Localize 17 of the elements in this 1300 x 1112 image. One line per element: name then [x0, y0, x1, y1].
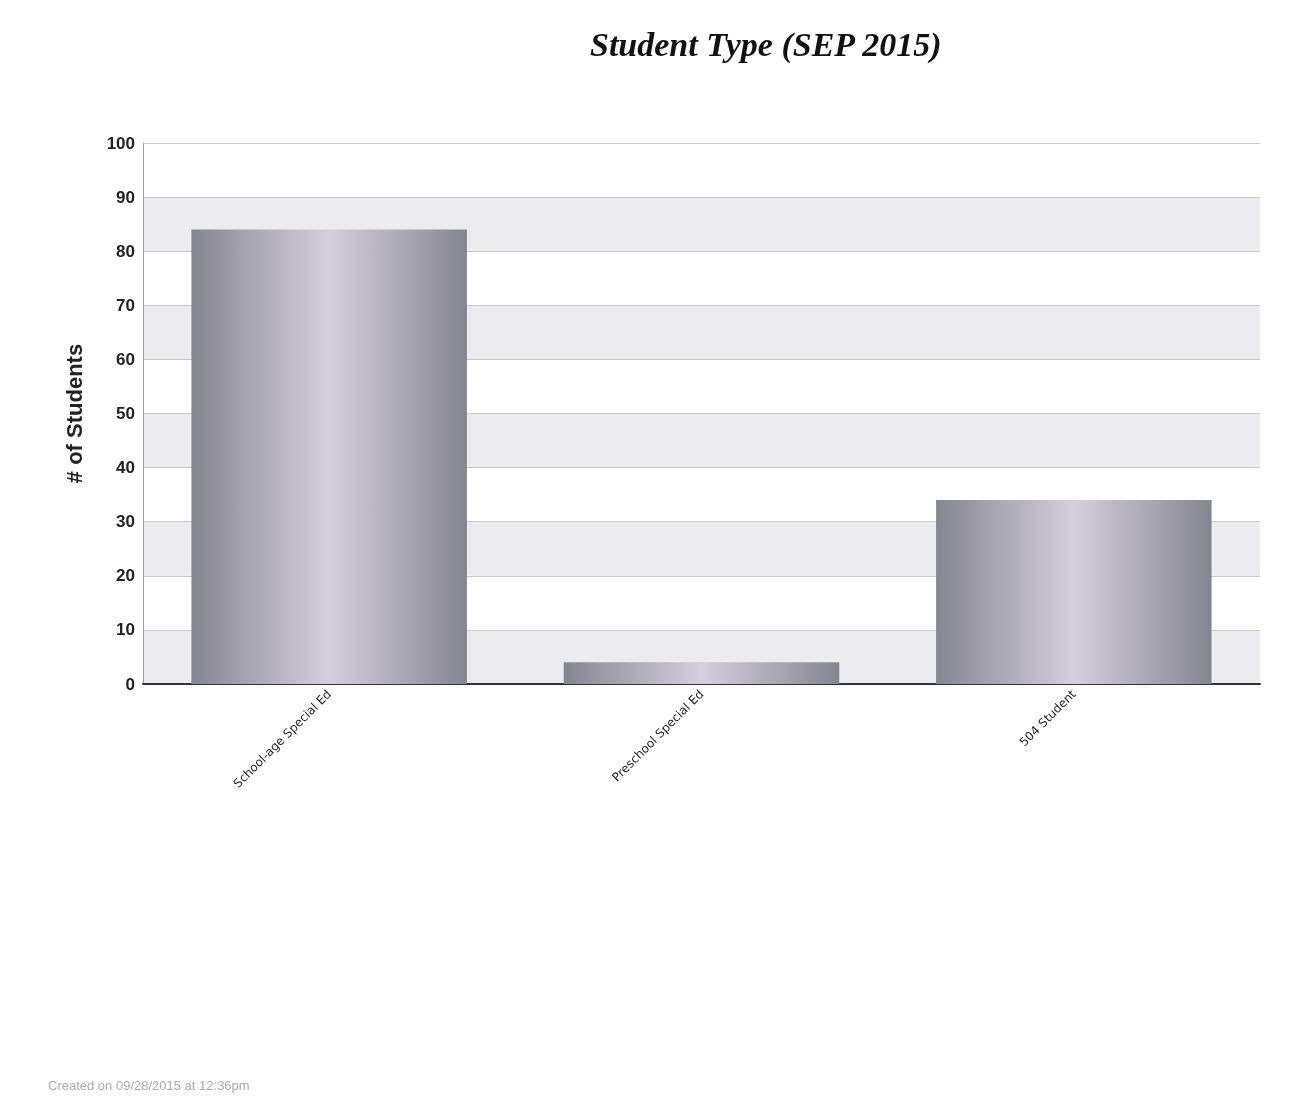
y-tick-label: 100 [106, 133, 135, 153]
y-tick-label: 0 [125, 674, 135, 694]
chart-title: Student Type (SEP 2015) [590, 25, 942, 64]
y-tick-label: 40 [116, 458, 135, 478]
y-tick-label: 20 [116, 566, 135, 586]
y-tick-label: 80 [116, 241, 135, 261]
bar [563, 662, 840, 684]
text: Created on 09/28/2015 at 12:36pm [48, 1078, 250, 1093]
y-tick-label: 60 [116, 349, 135, 369]
y-tick-label: 30 [116, 512, 135, 532]
bar [191, 229, 467, 684]
y-tick-label: 70 [116, 295, 135, 315]
y-axis-title: # of Students [61, 343, 87, 484]
y-tick-label: 10 [116, 620, 135, 640]
y-tick-label: 90 [116, 187, 135, 207]
bar [936, 500, 1212, 684]
y-tick-label: 50 [116, 404, 135, 423]
